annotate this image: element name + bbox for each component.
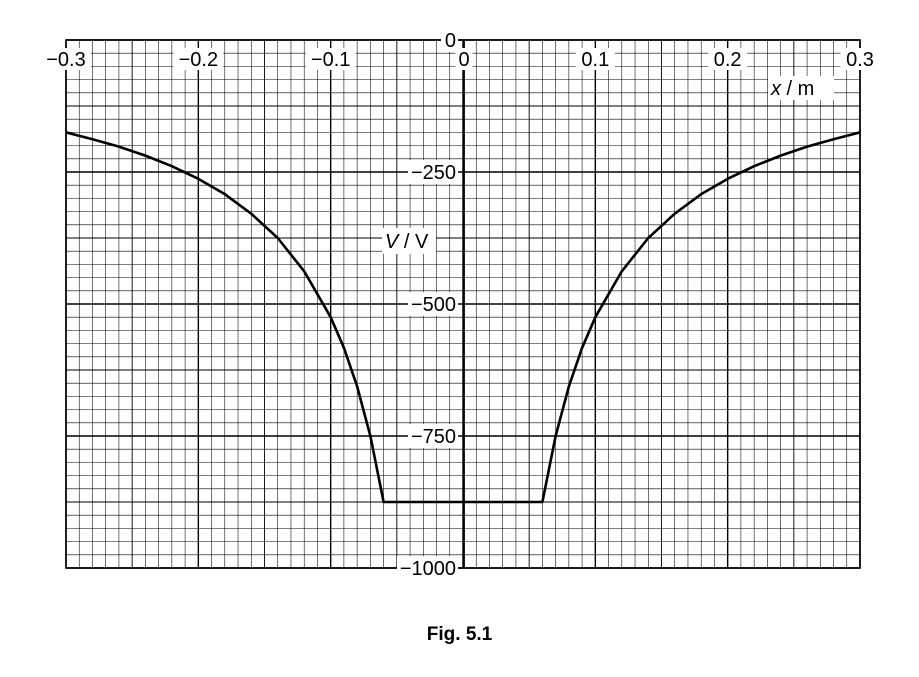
x-label-unit: / m (781, 78, 814, 100)
x-tick-label: −0.1 (311, 49, 350, 71)
x-tick-label: −0.2 (179, 49, 218, 71)
y-label-bg (382, 228, 436, 254)
y-tick-label: −750 (411, 426, 456, 448)
y-axis-label: V / V (385, 231, 429, 253)
axis-labels: x / m V / V (382, 76, 834, 254)
x-tick-bg (455, 48, 473, 70)
y-tick-bg (408, 292, 458, 316)
x-axis-label: x / m (770, 78, 814, 100)
x-label-bg (768, 76, 834, 100)
y-tick-label: −1000 (400, 558, 456, 580)
y-tick-label: 0 (445, 30, 456, 52)
x-tick-bg (575, 48, 615, 70)
x-tick-bg (305, 48, 356, 70)
y-tick-bg (408, 424, 458, 448)
grid (65, 39, 861, 569)
potential-curve (65, 131, 861, 504)
tick-labels: −0.3 −0.2 −0.1 0 0.1 0.2 0.3 0 −250 −500 −750 −1000 (41, 28, 880, 580)
y-tick-bg (397, 556, 458, 580)
y-label-symbol: V (385, 231, 400, 253)
x-tick-bg (173, 48, 224, 70)
y-tick-bg (441, 28, 458, 52)
x-tick-label: 0 (458, 49, 469, 71)
chart: −0.3 −0.2 −0.1 0 0.1 0.2 0.3 0 −250 −500 −750 −1000… (41, 28, 880, 580)
x-tick-label: 0.2 (714, 49, 742, 71)
x-tick-label: 0.3 (846, 49, 874, 71)
y-tick-label: −500 (411, 294, 456, 316)
plot-frame (65, 39, 861, 569)
series (65, 131, 861, 504)
x-label-symbol: x (770, 78, 782, 100)
y-tick-label: −250 (411, 162, 456, 184)
y-tick-bg (408, 160, 458, 184)
x-tick-bg (41, 48, 91, 70)
x-tick-label: 0.1 (581, 49, 609, 71)
x-tick-bg (708, 48, 748, 70)
x-tick-label: −0.3 (46, 49, 85, 71)
figure-caption: Fig. 5.1 (426, 624, 493, 645)
x-tick-bg (840, 48, 880, 70)
y-label-unit: / V (398, 231, 429, 253)
